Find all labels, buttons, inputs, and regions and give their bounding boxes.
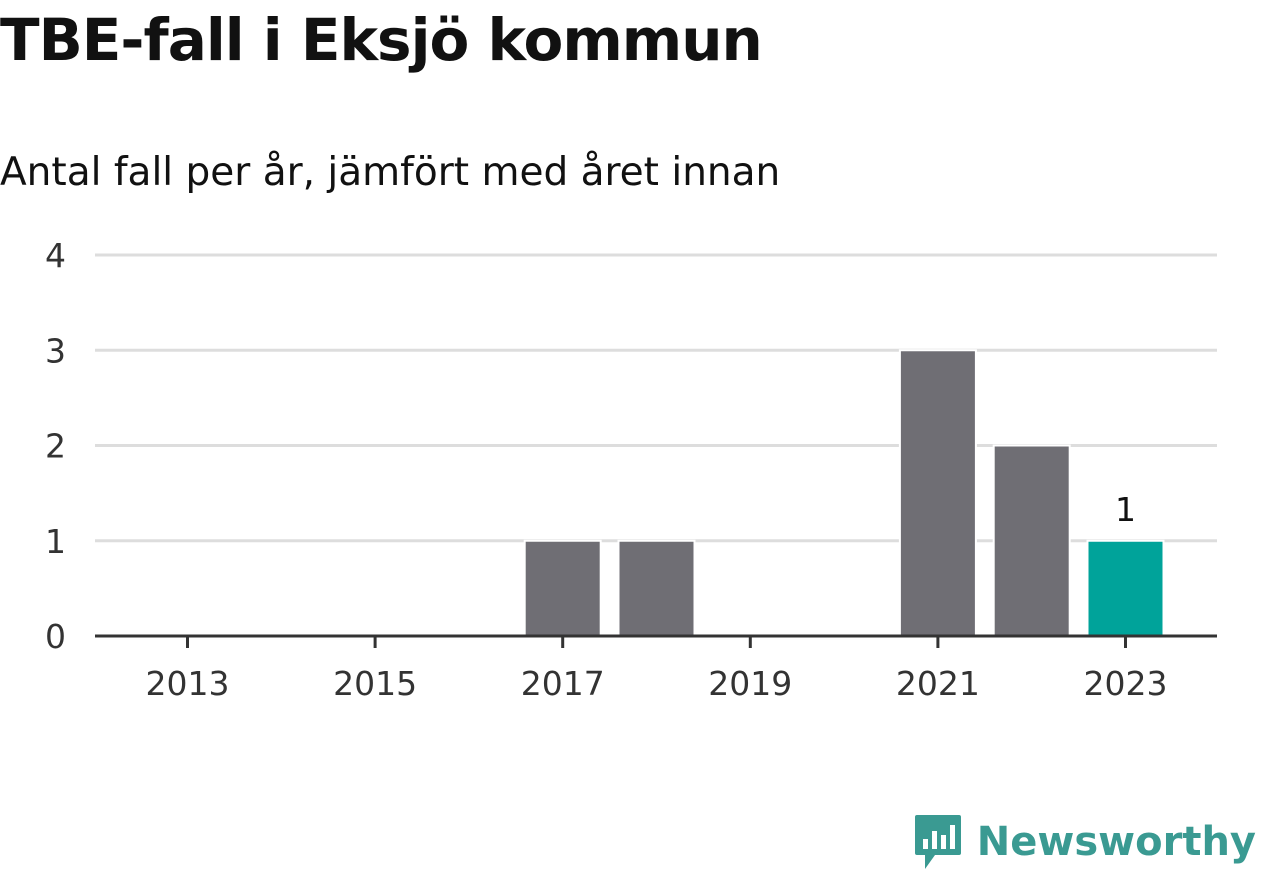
axes: 0 1 2 3 4 2013 2015 2017 2019 2021 2023: [45, 236, 1217, 703]
bar-2023: [1086, 539, 1165, 637]
brand-name: Newsworthy: [976, 819, 1256, 865]
y-tick-label: 0: [45, 617, 66, 656]
x-tick-label: 2015: [333, 664, 417, 703]
chart-subtitle: Antal fall per år, jämfört med året inna…: [0, 150, 781, 195]
labels: 1: [1115, 490, 1136, 529]
y-tick-label: 4: [45, 236, 66, 275]
bar-2018: [617, 539, 696, 637]
y-tick-label: 2: [45, 427, 66, 466]
x-tick-label: 2019: [708, 664, 792, 703]
newsworthy-logo: Newsworthy: [913, 813, 1256, 871]
bar-2021: [898, 349, 977, 637]
bar-2017: [523, 539, 602, 637]
x-tick-label: 2023: [1084, 664, 1168, 703]
chart-title: TBE-fall i Eksjö kommun: [0, 6, 763, 74]
data-label: 1: [1115, 490, 1136, 529]
x-tick-label: 2013: [146, 664, 230, 703]
bar-2022: [992, 444, 1071, 637]
x-tick-label: 2017: [521, 664, 605, 703]
newsworthy-chart-bubble-icon: [914, 815, 961, 869]
y-tick-label: 1: [45, 522, 66, 561]
bars: [523, 349, 1165, 637]
x-tick-label: 2021: [896, 664, 980, 703]
y-tick-label: 3: [45, 331, 66, 370]
